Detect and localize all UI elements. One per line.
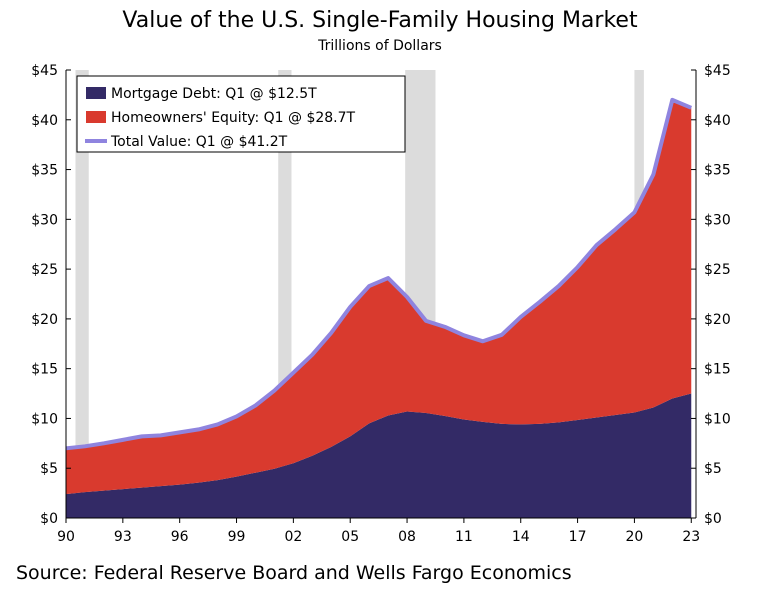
recession-bar-1 [75, 70, 89, 518]
legend-item-homeowners-equity-label: Homeowners' Equity: Q1 @ $28.7T [111, 110, 356, 126]
y-tick-label-right: $5 [704, 461, 722, 477]
y-tick-label-right: $30 [704, 212, 731, 228]
x-tick-label: 08 [398, 529, 416, 545]
y-tick-label-right: $10 [704, 411, 731, 427]
y-tick-label-left: $0 [40, 511, 58, 527]
y-tick-label-right: $25 [704, 262, 731, 278]
legend: Mortgage Debt: Q1 @ $12.5T Homeowners' Eq… [76, 75, 406, 153]
y-tick-label-right: $15 [704, 362, 731, 378]
y-tick-label-left: $5 [40, 461, 58, 477]
total-value-line [65, 97, 693, 451]
y-tick-label-right: $0 [704, 511, 722, 527]
source-note: Source: Federal Reserve Board and Wells … [16, 562, 572, 584]
y-tick-label-right: $35 [704, 163, 731, 179]
y-tick-label-left: $15 [31, 362, 58, 378]
y-tick-label-left: $30 [31, 212, 58, 228]
y-tick-label-left: $45 [31, 63, 58, 79]
x-tick-label: 96 [171, 529, 189, 545]
legend-item-total-value-label: Total Value: Q1 @ $41.2T [110, 134, 288, 150]
y-tick-label-right: $45 [704, 63, 731, 79]
legend-item-mortgage-debt-swatch [86, 87, 106, 99]
x-tick-label: 14 [512, 529, 530, 545]
legend-box [76, 75, 406, 153]
homeowners-equity-area [66, 99, 692, 495]
x-tick-label: 17 [569, 529, 587, 545]
chart-subtitle: Trillions of Dollars [318, 38, 442, 54]
x-tick-label: 20 [626, 529, 644, 545]
x-tick-label: 99 [228, 529, 246, 545]
y-tick-label-right: $20 [704, 312, 731, 328]
y-tick-label-left: $40 [31, 113, 58, 129]
chart-title: Value of the U.S. Single-Family Housing … [122, 8, 638, 33]
x-tick-label: 90 [57, 529, 75, 545]
mortgage-debt-area [66, 393, 692, 518]
y-tick-label-left: $25 [31, 262, 58, 278]
y-tick-label-left: $10 [31, 411, 58, 427]
legend-item-homeowners-equity-swatch [86, 111, 106, 123]
x-tick-label: 02 [284, 529, 302, 545]
x-tick-label: 23 [682, 529, 700, 545]
legend-item-mortgage-debt-label: Mortgage Debt: Q1 @ $12.5T [111, 86, 317, 102]
y-tick-label-left: $20 [31, 312, 58, 328]
x-tick-label: 05 [341, 529, 359, 545]
x-tick-label: 11 [455, 529, 473, 545]
y-tick-label-left: $35 [31, 163, 58, 179]
x-tick-label: 93 [114, 529, 132, 545]
y-tick-label-right: $40 [704, 113, 731, 129]
